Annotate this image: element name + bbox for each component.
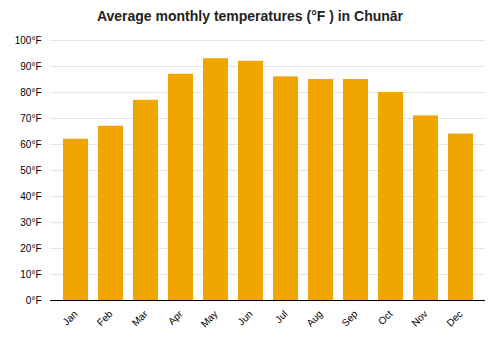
svg-text:Dec: Dec [444, 308, 464, 328]
svg-text:80°F: 80°F [20, 87, 41, 98]
svg-text:Apr: Apr [166, 308, 185, 327]
svg-text:90°F: 90°F [20, 61, 41, 72]
svg-text:Jun: Jun [235, 308, 254, 327]
svg-text:70°F: 70°F [20, 113, 41, 124]
svg-text:50°F: 50°F [20, 165, 41, 176]
svg-text:100°F: 100°F [15, 35, 42, 46]
svg-text:60°F: 60°F [20, 139, 41, 150]
svg-text:May: May [199, 308, 220, 329]
svg-text:20°F: 20°F [20, 243, 41, 254]
svg-text:Sep: Sep [339, 308, 360, 329]
svg-text:0°F: 0°F [26, 295, 42, 306]
svg-text:Mar: Mar [130, 308, 150, 328]
svg-text:10°F: 10°F [20, 269, 41, 280]
svg-text:30°F: 30°F [20, 217, 41, 228]
html-text:Average monthly temperatures (: Average monthly temperatures (°F ) in Ch… [96, 8, 404, 24]
svg-text:Jan: Jan [60, 308, 79, 327]
svg-text:Feb: Feb [95, 308, 115, 328]
svg-text:Jul: Jul [273, 308, 290, 325]
svg-text:Aug: Aug [304, 308, 324, 328]
svg-text:40°F: 40°F [20, 191, 41, 202]
svg-text:Nov: Nov [409, 308, 429, 328]
svg-text:Oct: Oct [376, 308, 395, 327]
